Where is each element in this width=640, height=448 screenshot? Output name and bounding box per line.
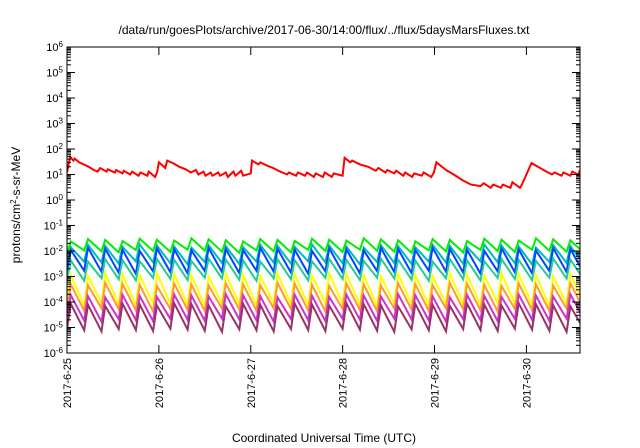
y-tick-label: 10-2 — [44, 244, 64, 259]
y-tick-label: 106 — [46, 40, 63, 55]
y-tick-label: 102 — [46, 142, 63, 157]
y-tick-label: 100 — [46, 193, 63, 208]
y-tick-label: 10-5 — [44, 320, 64, 335]
y-tick-label: 103 — [46, 116, 63, 131]
band-series-line — [67, 291, 580, 325]
y-label-sup: 2 — [9, 199, 18, 204]
x-tick-label: 2017-6-26 — [154, 358, 166, 408]
band-series-line — [67, 269, 580, 311]
y-tick-label: 101 — [46, 167, 63, 182]
red-series-line — [67, 154, 580, 190]
plot-area — [67, 154, 580, 336]
y-tick-label: 104 — [46, 91, 63, 106]
x-tick-label: 2017-6-30 — [521, 358, 533, 408]
x-tick-label: 2017-6-28 — [338, 358, 350, 408]
band-series-line — [67, 299, 580, 336]
x-tick-label: 2017-6-27 — [246, 358, 258, 408]
y-label-suffix: -s-sr-MeV — [9, 147, 23, 200]
x-axis-label: Coordinated Universal Time (UTC) — [232, 431, 416, 445]
y-tick-label: 10-4 — [44, 295, 64, 310]
y-label-prefix: protons/cm — [9, 204, 23, 263]
axes: 10-6 10-5 10-4 10-3 10-2 10-1 100 101 102 103 104 1… — [44, 40, 581, 408]
band-series-line — [67, 236, 580, 255]
svg-text:protons/cm2-s-sr-MeV: protons/cm2-s-sr-MeV — [9, 147, 24, 263]
y-tick-label: 105 — [46, 65, 63, 80]
band-series-line — [67, 244, 580, 277]
band-series-line — [67, 279, 580, 315]
x-tick-label: 2017-6-25 — [62, 358, 74, 408]
x-tick-label: 2017-6-29 — [430, 358, 442, 408]
y-tick-label: 10-1 — [44, 218, 64, 233]
chart-title: /data/run/goesPlots/archive/2017-06-30/1… — [119, 23, 531, 37]
y-tick-label: 10-6 — [44, 346, 64, 361]
y-axis-label: protons/cm2-s-sr-MeV — [9, 147, 24, 263]
band-series-line — [67, 256, 580, 284]
y-tick-label: 10-3 — [44, 269, 64, 284]
